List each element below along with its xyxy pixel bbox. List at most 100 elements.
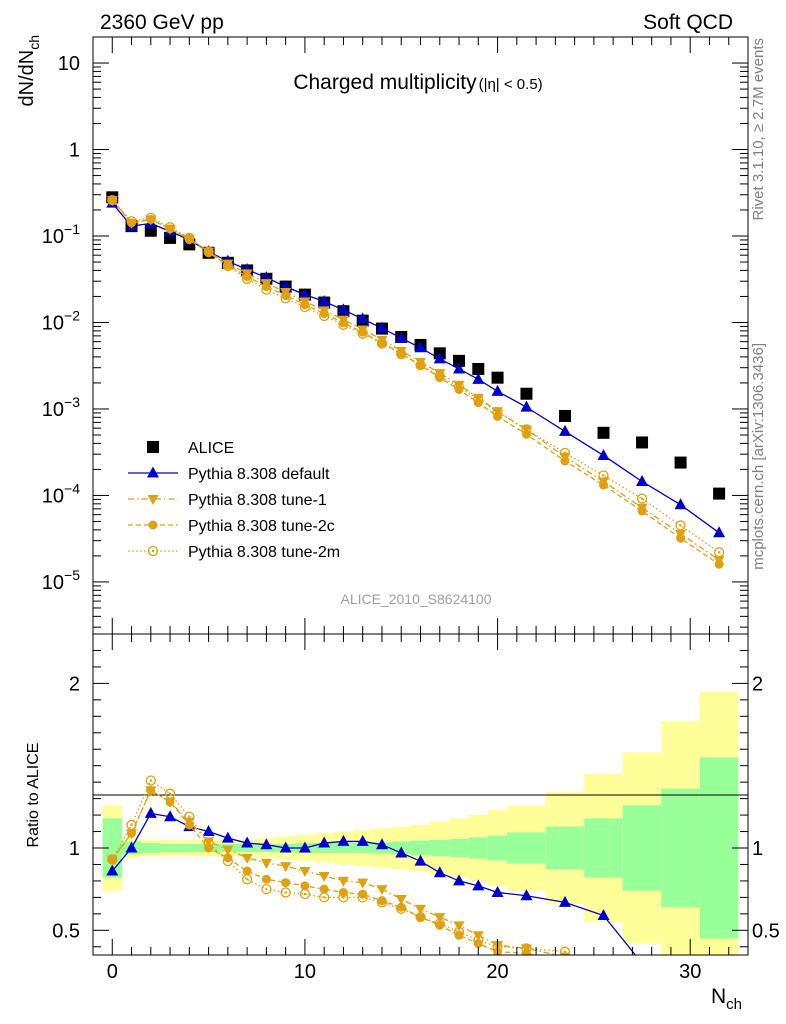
ratio-data-point [395, 895, 407, 906]
marker-ring [222, 260, 234, 272]
marker-center [303, 892, 307, 896]
header-category-label: Soft QCD [643, 11, 733, 34]
x-tick-label: 0 [107, 961, 118, 983]
main-y-axis-label-sub: ch [26, 35, 42, 50]
data-point [675, 520, 686, 531]
ratio-y-tick-label-left: 1 [69, 838, 80, 860]
ratio-data-point [376, 885, 388, 896]
legend-label: Pythia 8.308 tune-2c [188, 518, 335, 535]
data-point [126, 216, 137, 227]
data-point [319, 309, 329, 319]
ratio-data-point [299, 888, 311, 900]
marker-center [207, 841, 210, 845]
legend-label: Pythia 8.308 tune-2m [188, 544, 340, 561]
marker-center [640, 497, 644, 500]
marker-ring [521, 424, 532, 435]
main-y-tick-base: 10 [58, 53, 80, 75]
ratio-data-point [164, 788, 176, 799]
marker-center [419, 915, 422, 919]
band-inner [487, 835, 508, 861]
ratio-data-point [280, 862, 292, 873]
marker-ring [338, 892, 349, 903]
ratio-data-point [223, 853, 233, 863]
ratio-data-point [453, 926, 465, 938]
ratio-data-point [454, 930, 464, 940]
marker-center [226, 264, 230, 268]
main-y-tick-label: 10−1 [42, 221, 80, 248]
data-point [203, 246, 214, 257]
ratio-data-point [453, 874, 466, 886]
ratio-data-point [375, 838, 388, 850]
data-point [281, 291, 291, 301]
ratio-y-tick-label-right: 0.5 [752, 920, 780, 942]
main-y-tick-base: 10 [42, 226, 64, 248]
marker-ring [299, 301, 311, 313]
side-rivet-label: Rivet 3.1.10, ≥ 2.7M events [750, 38, 767, 221]
marker-ring [357, 892, 368, 903]
ratio-data-point [127, 828, 137, 838]
main-y-tick-label: 10−5 [42, 567, 80, 594]
marker-ring [357, 328, 368, 339]
marker-center [380, 901, 384, 904]
marker-ring [434, 370, 445, 382]
data-point [598, 470, 609, 481]
legend-marker [148, 520, 158, 530]
marker-center [477, 397, 480, 401]
ratio-data-point [164, 810, 177, 822]
data-point [520, 400, 533, 412]
data-point [184, 232, 195, 244]
data-point [261, 284, 272, 295]
marker-ring [203, 837, 214, 849]
main-y-tick-base: 10 [42, 312, 64, 334]
ratio-data-point [559, 952, 571, 955]
legend: ALICE Pythia 8.308 default Pythia 8.308 tu… [128, 440, 340, 561]
ratio-data-point [558, 895, 571, 907]
band-inner [622, 805, 662, 891]
marker-center [457, 385, 461, 389]
ratio-data-point [300, 881, 310, 891]
data-point [280, 293, 291, 304]
data-point [472, 372, 485, 384]
ratio-data-point [434, 918, 445, 929]
data-point [318, 294, 331, 306]
marker-center [342, 896, 345, 899]
data-point [415, 360, 426, 371]
band-inner [584, 818, 623, 878]
ratio-data-point [145, 775, 156, 786]
ratio-data-point [126, 819, 137, 831]
ratio-data-point [319, 884, 329, 894]
marker-center [380, 342, 384, 345]
data-point [597, 426, 610, 439]
marker-center [111, 858, 114, 861]
ratio-data-point [559, 946, 571, 955]
main-y-tick-label: 10 [58, 53, 80, 75]
band-inner [507, 832, 546, 864]
x-tick-label: 10 [294, 961, 316, 983]
ratio-data-point [203, 837, 214, 849]
x-tick-label: 20 [486, 961, 508, 983]
marker-ring [107, 194, 118, 206]
ratio-y-axis-label: Ratio to ALICE [25, 743, 42, 848]
band-inner [661, 788, 700, 908]
marker-ring [415, 911, 426, 923]
marker-ring [376, 897, 388, 908]
ratio-data-point [491, 885, 504, 897]
x-axis-label: Nch [711, 985, 742, 1013]
ratio-data-point [358, 889, 368, 899]
ratio-data-point [222, 856, 234, 867]
ratio-plot-area [106, 775, 637, 955]
marker-ring [280, 293, 291, 304]
marker-ring [147, 545, 159, 557]
marker-ring [636, 493, 648, 504]
chart-title: Charged multiplicity (|η| < 0.5) [293, 71, 542, 94]
marker-ring [261, 884, 272, 895]
data-point [434, 370, 445, 382]
band-inner [333, 843, 354, 853]
band-inner [160, 843, 180, 853]
main-plot-area [106, 191, 726, 569]
marker-center [168, 792, 172, 795]
ratio-data-point [357, 892, 368, 903]
